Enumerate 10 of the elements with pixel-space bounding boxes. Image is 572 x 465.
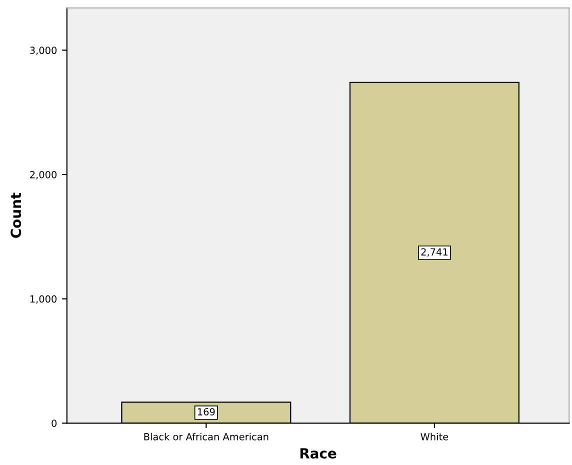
x-axis-title: Race	[300, 448, 336, 459]
x-tick-label: Black or African American	[144, 432, 268, 440]
y-tick-label: 3,000	[30, 46, 57, 55]
x-tick-label: White	[420, 432, 448, 440]
data-label: 169	[198, 408, 215, 416]
y-tick-label: 1,000	[30, 295, 57, 304]
y-tick-label: 0	[52, 420, 57, 427]
y-tick-label: 2,000	[30, 170, 57, 180]
data-label: 2,741	[421, 248, 448, 257]
y-axis-title: Count	[10, 192, 22, 238]
